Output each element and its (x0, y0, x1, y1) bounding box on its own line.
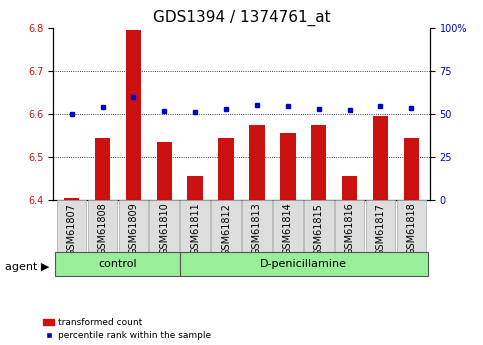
Text: GSM61815: GSM61815 (313, 203, 324, 256)
Text: GSM61818: GSM61818 (406, 203, 416, 255)
Text: GSM61809: GSM61809 (128, 203, 139, 255)
Bar (218, 138, 234, 200)
Bar (126, 30, 141, 200)
Bar (187, 176, 203, 200)
Text: D-penicillamine: D-penicillamine (260, 259, 347, 269)
Bar (280, 133, 296, 200)
FancyBboxPatch shape (397, 200, 426, 252)
Text: GSM61810: GSM61810 (159, 203, 170, 255)
Bar (373, 116, 388, 200)
FancyBboxPatch shape (366, 200, 395, 252)
Bar (64, 198, 79, 200)
Bar (95, 138, 110, 200)
FancyBboxPatch shape (180, 252, 428, 276)
Bar (311, 125, 327, 200)
FancyBboxPatch shape (211, 200, 241, 252)
Text: GSM61816: GSM61816 (344, 203, 355, 255)
FancyBboxPatch shape (242, 200, 272, 252)
Legend: transformed count, percentile rank within the sample: transformed count, percentile rank withi… (43, 318, 211, 341)
FancyBboxPatch shape (119, 200, 148, 252)
FancyBboxPatch shape (57, 200, 86, 252)
Text: GSM61807: GSM61807 (67, 203, 77, 256)
Text: control: control (99, 259, 137, 269)
Text: GSM61808: GSM61808 (98, 203, 108, 255)
FancyBboxPatch shape (88, 200, 117, 252)
FancyBboxPatch shape (335, 200, 364, 252)
FancyBboxPatch shape (273, 200, 303, 252)
FancyBboxPatch shape (149, 200, 179, 252)
Text: GSM61811: GSM61811 (190, 203, 200, 255)
Text: agent ▶: agent ▶ (5, 263, 49, 272)
Text: GSM61817: GSM61817 (375, 203, 385, 256)
Text: GSM61813: GSM61813 (252, 203, 262, 255)
Bar (156, 142, 172, 200)
Text: GSM61814: GSM61814 (283, 203, 293, 255)
FancyBboxPatch shape (180, 200, 210, 252)
FancyBboxPatch shape (55, 252, 180, 276)
Text: GSM61812: GSM61812 (221, 203, 231, 256)
Bar (249, 125, 265, 200)
Bar (404, 138, 419, 200)
FancyBboxPatch shape (304, 200, 334, 252)
Title: GDS1394 / 1374761_at: GDS1394 / 1374761_at (153, 10, 330, 26)
Bar (342, 176, 357, 200)
